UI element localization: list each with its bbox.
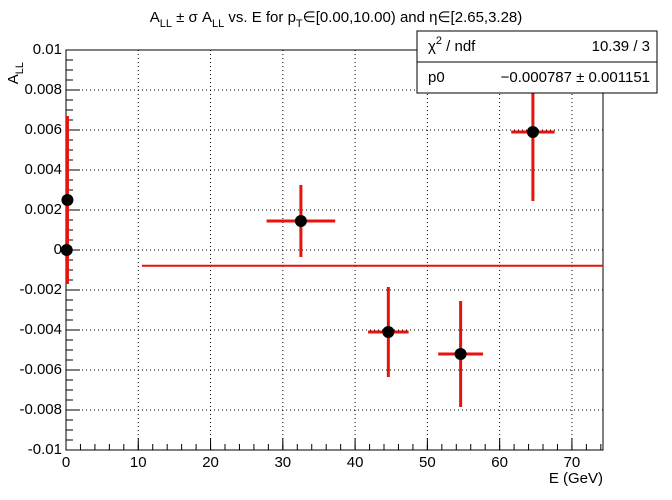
x-tick-label: 30 — [274, 454, 291, 471]
text-part: / ndf — [442, 38, 476, 55]
x-tick-label: 40 — [347, 454, 364, 471]
chart-title: ALL ± σ ALL vs. E for pT∈[0.00,10.00) an… — [150, 9, 523, 30]
data-point — [294, 215, 307, 227]
y-tick-label: -0.004 — [19, 321, 62, 338]
y-axis-label: ALL — [5, 62, 26, 84]
x-tick-label: 20 — [202, 454, 219, 471]
x-tick-label: 0 — [62, 454, 70, 471]
y-tick-label: -0.01 — [28, 441, 62, 458]
y-tick-label: 0.002 — [24, 201, 62, 218]
text-part: χ — [428, 38, 436, 55]
subscript: LL — [212, 18, 224, 30]
y-tick-label: 0 — [54, 241, 62, 258]
text-part: ± σ A — [172, 9, 212, 26]
text-part: vs. E for p — [224, 9, 296, 26]
y-tick-label: -0.006 — [19, 361, 62, 378]
text-part: A — [5, 74, 22, 84]
x-tick-label: 50 — [419, 454, 436, 471]
y-tick-label: 0.006 — [24, 121, 62, 138]
x-tick-label: 10 — [130, 454, 147, 471]
stats-p0-value: −0.000787 ± 0.001151 — [501, 69, 650, 86]
x-tick-label: 60 — [491, 454, 508, 471]
y-tick-label: -0.002 — [19, 281, 62, 298]
data-point — [60, 244, 73, 256]
subscript: LL — [160, 18, 172, 30]
x-axis-label: E (GeV) — [549, 470, 603, 487]
data-point — [526, 126, 539, 138]
text-part: A — [150, 9, 160, 26]
subscript: LL — [14, 62, 26, 74]
superscript: 2 — [436, 35, 442, 47]
data-point — [382, 326, 395, 338]
text-part: ∈[0.00,10.00) and η∈[2.65,3.28) — [303, 9, 523, 26]
subscript: T — [296, 18, 303, 30]
data-point — [61, 194, 74, 206]
stats-chi2-value: 10.39 / 3 — [592, 38, 650, 55]
x-tick-label: 70 — [564, 454, 581, 471]
data-point — [454, 348, 467, 360]
y-tick-label: -0.008 — [19, 401, 62, 418]
y-tick-label: 0.01 — [33, 41, 62, 58]
y-tick-label: 0.004 — [24, 161, 62, 178]
stats-p0-label: p0 — [428, 69, 445, 86]
y-tick-label: 0.008 — [24, 81, 62, 98]
stats-chi2-label: χ2 / ndf — [428, 35, 476, 55]
